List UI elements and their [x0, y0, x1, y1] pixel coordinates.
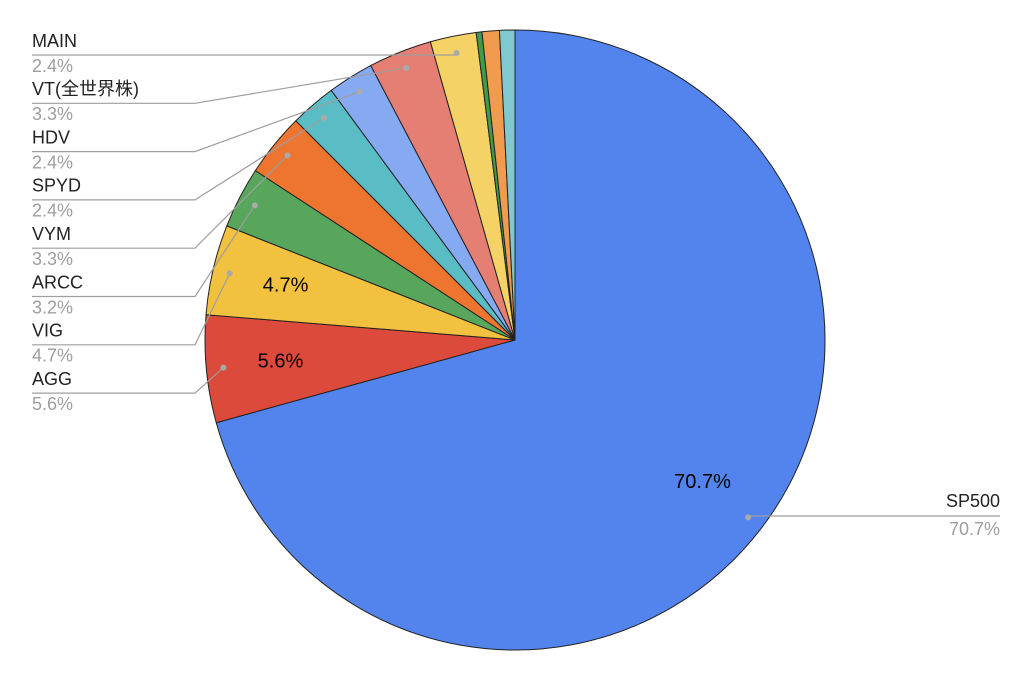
leader-dot — [251, 202, 258, 209]
leader-line — [32, 154, 288, 249]
label-name: VYM — [32, 224, 71, 244]
label-name: HDV — [32, 127, 70, 147]
leader-dot — [321, 114, 328, 121]
label-name: VT(全世界株) — [32, 79, 139, 99]
pie-slice — [215, 29, 826, 651]
label-name: ARCC — [32, 272, 83, 292]
label-percent: 2.4% — [32, 201, 73, 221]
label-percent: 4.7% — [32, 346, 73, 366]
label-name: SP500 — [946, 491, 1000, 511]
leader-dot — [356, 88, 363, 95]
leader-line — [747, 515, 1000, 518]
leader-dot — [220, 364, 227, 371]
leader-line — [32, 91, 360, 153]
slice-label: 70.7% — [674, 471, 731, 493]
label-name: VIG — [32, 321, 63, 341]
leader-line — [32, 117, 325, 201]
leader-dot — [745, 514, 752, 521]
leader-dot — [453, 49, 460, 56]
label-name: AGG — [32, 369, 72, 389]
label-name: SPYD — [32, 176, 81, 196]
label-percent: 5.6% — [32, 394, 73, 414]
label-percent: 2.4% — [32, 56, 73, 76]
pie-slice — [498, 29, 516, 341]
label-name: MAIN — [32, 31, 77, 51]
label-percent: 3.3% — [32, 249, 73, 269]
label-percent: 2.4% — [32, 152, 73, 172]
leader-dot — [226, 270, 233, 277]
leader-line — [32, 67, 407, 104]
slice-label: 5.6% — [258, 350, 304, 372]
leader-dot — [403, 64, 410, 71]
label-percent: 70.7% — [949, 519, 1000, 539]
label-percent: 3.2% — [32, 297, 73, 317]
leader-line — [32, 52, 458, 56]
leader-line — [32, 205, 256, 298]
slice-label: 4.7% — [263, 275, 309, 297]
leader-line — [32, 367, 224, 394]
leader-line — [32, 273, 231, 346]
leader-dot — [284, 152, 291, 159]
label-percent: 3.3% — [32, 104, 73, 124]
